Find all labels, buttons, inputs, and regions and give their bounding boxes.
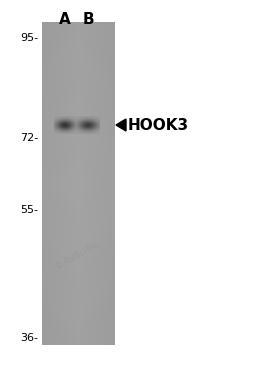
Text: 72-: 72- [20,133,38,143]
Text: 55-: 55- [20,205,38,215]
Text: © ProSci Inc.: © ProSci Inc. [54,239,102,271]
Text: 95-: 95- [20,33,38,43]
Text: HOOK3: HOOK3 [128,118,189,132]
Text: A: A [59,12,71,27]
Text: B: B [82,12,94,27]
Polygon shape [116,119,126,131]
Text: 36-: 36- [20,333,38,343]
